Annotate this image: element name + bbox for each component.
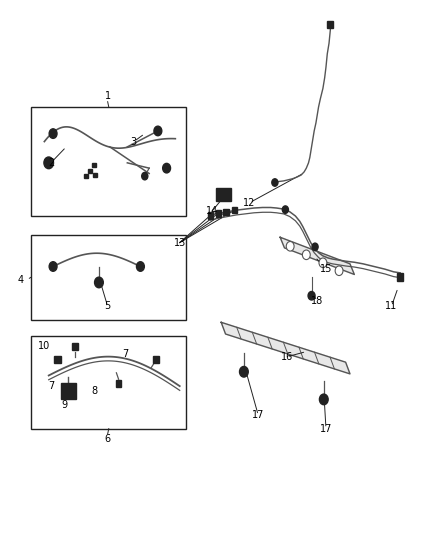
Polygon shape — [280, 237, 354, 274]
Circle shape — [162, 164, 170, 173]
Circle shape — [44, 157, 53, 168]
Text: 7: 7 — [122, 349, 128, 359]
Text: 3: 3 — [131, 136, 137, 147]
Text: 17: 17 — [320, 424, 332, 434]
Text: 1: 1 — [105, 91, 111, 101]
Circle shape — [154, 126, 162, 136]
Text: 7: 7 — [48, 381, 54, 391]
Circle shape — [95, 277, 103, 288]
Bar — [208, 212, 213, 219]
Bar — [215, 210, 221, 216]
Bar — [215, 188, 231, 201]
Bar — [31, 336, 186, 429]
Bar — [31, 235, 186, 320]
Text: 13: 13 — [173, 238, 186, 247]
Circle shape — [240, 367, 248, 377]
Text: 11: 11 — [385, 301, 398, 311]
Bar — [54, 356, 60, 364]
Circle shape — [49, 129, 57, 139]
Text: 12: 12 — [244, 198, 256, 208]
Circle shape — [142, 172, 148, 180]
Text: 4: 4 — [17, 275, 23, 285]
Text: 18: 18 — [311, 296, 323, 306]
Bar — [223, 208, 229, 215]
Text: 2: 2 — [48, 158, 54, 168]
Bar — [232, 207, 237, 213]
Bar — [72, 343, 78, 350]
Text: 8: 8 — [92, 386, 98, 397]
Circle shape — [49, 262, 57, 271]
Text: 9: 9 — [61, 400, 67, 410]
Bar — [328, 21, 333, 28]
Circle shape — [335, 266, 343, 276]
Text: 14: 14 — [206, 206, 219, 216]
Circle shape — [319, 258, 327, 268]
Text: 17: 17 — [252, 410, 265, 421]
Bar — [153, 356, 159, 363]
Bar — [116, 380, 121, 387]
Bar — [397, 273, 403, 281]
Circle shape — [319, 394, 328, 405]
Circle shape — [272, 179, 278, 186]
Text: 6: 6 — [105, 434, 111, 445]
Circle shape — [312, 243, 318, 251]
Bar — [60, 383, 76, 399]
Circle shape — [137, 262, 145, 271]
Circle shape — [308, 292, 315, 300]
Text: 16: 16 — [281, 352, 293, 362]
Text: 5: 5 — [105, 301, 111, 311]
Text: 10: 10 — [38, 341, 50, 351]
Circle shape — [302, 250, 310, 260]
Bar — [31, 107, 186, 216]
Text: 15: 15 — [320, 264, 332, 274]
Circle shape — [286, 241, 294, 251]
Circle shape — [283, 206, 288, 213]
Polygon shape — [221, 322, 350, 374]
